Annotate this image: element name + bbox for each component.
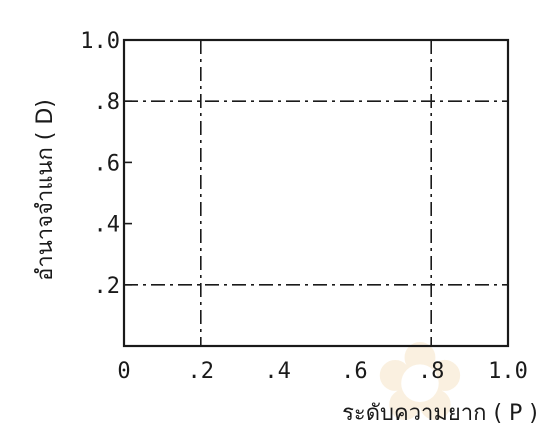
reference-lines xyxy=(124,40,508,346)
y-tick-label: 1.0 xyxy=(80,29,120,54)
x-axis-ticks: 0 .2 .4 .6 .8 1.0 xyxy=(117,359,528,384)
x-tick-label: 0 xyxy=(117,359,130,384)
x-axis-title: ระดับความยาก ( P ) xyxy=(342,401,538,426)
y-axis-ticks: .2 .4 .6 .8 1.0 xyxy=(80,29,132,299)
x-tick-label: 1.0 xyxy=(488,359,528,384)
plot-frame xyxy=(122,38,510,348)
y-tick-label: .2 xyxy=(94,274,121,299)
y-axis-title: อำนาจจำแนก ( D) xyxy=(33,99,58,281)
watermark: ✿ xyxy=(374,318,466,439)
x-tick-label: .8 xyxy=(418,359,445,384)
x-tick-label: .6 xyxy=(341,359,368,384)
x-tick-label: .4 xyxy=(264,359,291,384)
y-tick-label: .8 xyxy=(94,90,121,115)
y-tick-label: .6 xyxy=(94,151,121,176)
x-tick-label: .2 xyxy=(188,359,215,384)
y-tick-label: .4 xyxy=(94,213,121,238)
